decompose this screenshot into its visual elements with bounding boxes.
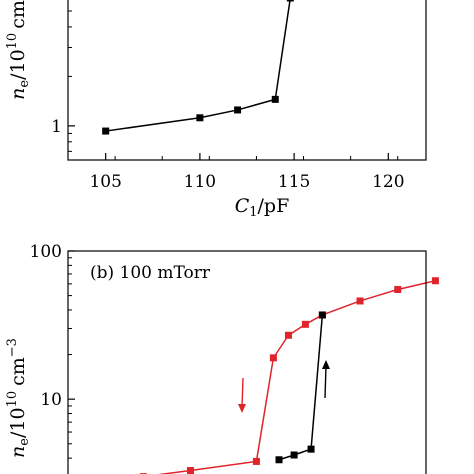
panel-b-series-0-line <box>157 280 436 474</box>
panel-b-series-0-point <box>186 467 194 474</box>
panel-a-xlabel-sub: 1 <box>249 205 257 220</box>
panel-b-series-0-point <box>301 320 309 328</box>
panel-b-arrow-down <box>238 377 246 413</box>
svg-text:ne/1010cm−3: ne/1010 cm−3 <box>5 338 32 458</box>
panel-b-arrow-up <box>322 360 330 399</box>
panel-b-y-tick-label: 10 <box>40 390 62 410</box>
panel-a-x-tick-label: 115 <box>278 172 310 192</box>
panel-b-ylabel-rest: /10 <box>7 407 29 438</box>
panel-b-series-1-point <box>307 445 315 453</box>
panel-a-series-0-point <box>196 114 204 122</box>
panel-b-series-0-point <box>284 331 292 339</box>
panel-b-ylabel-main: n <box>7 446 29 458</box>
panel-b-ylabel-unit: cm <box>7 357 29 386</box>
panel-a-y-axis-label: ne/1010 cm <box>5 0 32 100</box>
panel-b-series-0-point <box>356 297 364 305</box>
svg-text:C1/pF: C1/pF <box>235 195 290 220</box>
panel-b-series-0-point <box>269 354 277 362</box>
panel-a-ylabel-exp: 10 <box>5 33 20 50</box>
panel-a-series-0-point <box>271 95 279 103</box>
panel-b-ylabel-sub: e <box>17 438 32 446</box>
panel-b-ylabel-exp: 10 <box>5 391 20 408</box>
panel-b-y-axis-label: ne/1010 cm−3 <box>5 338 32 458</box>
panel-a-ylabel-unit: cm <box>7 0 29 29</box>
panel-a-series-0-point <box>234 106 242 114</box>
panel-a-series-0-point <box>102 127 110 135</box>
panel-b-plot-frame <box>67 250 427 474</box>
svg-text:ne/1010cm: ne/1010 cm <box>5 0 32 100</box>
panel-a-xlabel-unit: /pF <box>258 195 290 217</box>
panel-b-series-1-point <box>318 311 326 319</box>
panel-a-series-0-point <box>286 0 294 2</box>
panel-b-title: (b) 100 mTorr <box>90 263 211 283</box>
panel-b-series-1-line <box>278 314 324 461</box>
panel-b-series-0-point <box>252 457 260 465</box>
panel-a-ylabel-rest: /10 <box>7 49 29 80</box>
panel-a-x-tick-label: 105 <box>89 172 121 192</box>
panel-b-series-0-point <box>431 277 439 285</box>
panel-a-x-tick-label: 120 <box>372 172 404 192</box>
panel-a-xlabel-main: C <box>235 195 250 217</box>
panel-a-y-tick-label: 1 <box>51 117 62 137</box>
panel-a-ylabel-main: n <box>7 88 29 100</box>
panel-a-ylabel-sub: e <box>17 80 32 88</box>
panel-b-ylabel-unit-exp: −3 <box>5 338 20 357</box>
panel-b-series-1-point <box>275 456 283 464</box>
panel-b-y-tick-label: 100 <box>30 242 62 262</box>
panel-a-x-tick-label: 110 <box>184 172 216 192</box>
panel-b-series-0-point <box>394 285 402 293</box>
panel-a-x-axis-label: C1/pF <box>235 195 290 220</box>
panel-a-plot-frame <box>67 0 427 161</box>
panel-a-series-0-line <box>105 0 291 132</box>
panel-b-series-1-point <box>290 451 298 459</box>
